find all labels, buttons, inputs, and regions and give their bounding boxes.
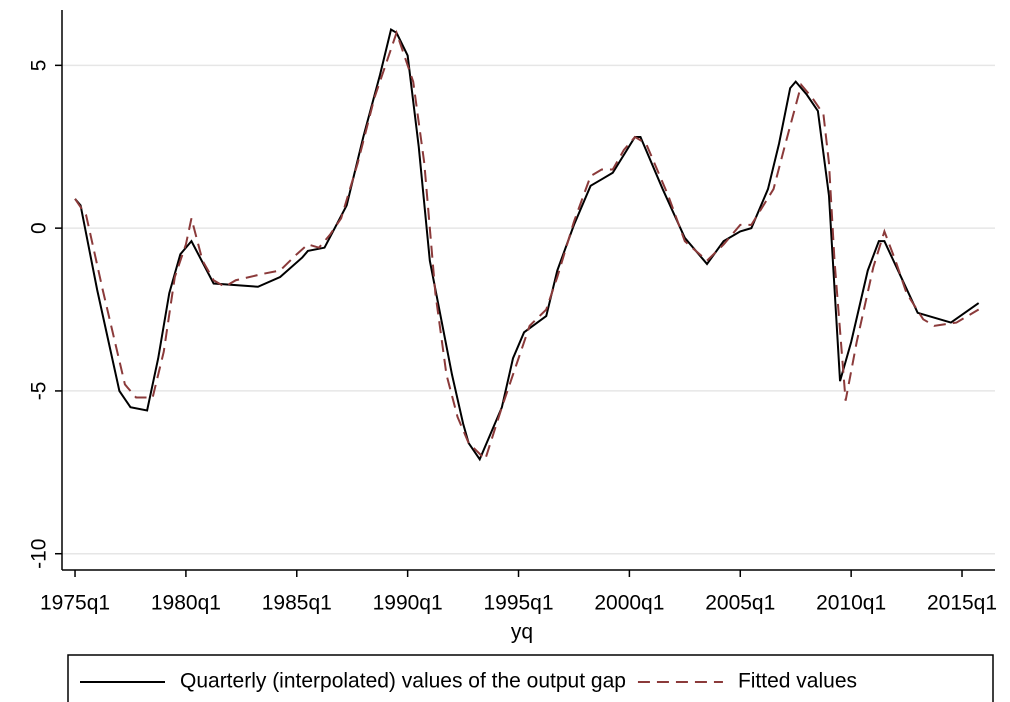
legend-box [67,654,994,702]
series-line [74,27,980,462]
y-tick-label: -5 [28,382,51,401]
series-line [74,29,980,462]
legend-label: Quarterly (interpolated) values of the o… [180,670,626,693]
x-tick-label: 2010q1 [816,592,886,615]
x-axis-label: yq [511,621,533,644]
legend-label: Fitted values [738,670,857,693]
x-tick-label: 2000q1 [594,592,664,615]
y-tick-label: 5 [28,60,51,72]
x-tick-label: 1980q1 [151,592,221,615]
x-tick-label: 1985q1 [262,592,332,615]
x-tick-label: 1990q1 [373,592,443,615]
x-tick-label: 1975q1 [40,592,110,615]
x-tick-label: 1995q1 [483,592,553,615]
x-tick-label: 2015q1 [927,592,997,615]
y-tick-label: -10 [28,539,51,569]
y-tick-label: 0 [28,222,51,234]
x-tick-label: 2005q1 [705,592,775,615]
